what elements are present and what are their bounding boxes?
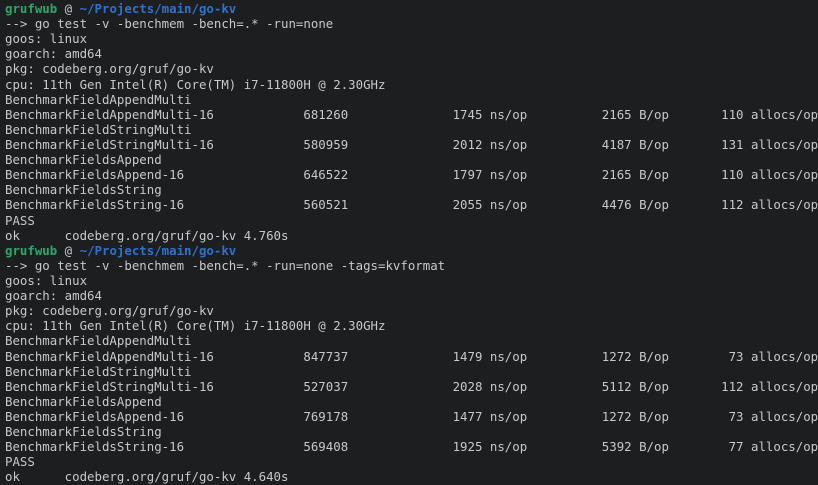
env-line: goos: linux: [5, 31, 88, 47]
pass-line: PASS: [5, 212, 35, 228]
command-text: go test -v -benchmem -bench=.* -run=none: [34, 16, 334, 32]
prompt-user: grufwub: [5, 1, 58, 16]
ok-line: ok codeberg.org/gruf/go-kv 4.760s: [5, 227, 289, 243]
prompt-path: ~/Projects/main/go-kv: [79, 1, 237, 16]
benchmark-result-line: BenchmarkFieldAppendMulti-16 681260 1745…: [5, 106, 818, 122]
command-text: go test -v -benchmem -bench=.* -run=none…: [34, 257, 446, 273]
command-line: --> go test -v -benchmem -bench=.* -run=…: [5, 16, 818, 31]
benchmark-name-line: BenchmarkFieldsString: [5, 424, 162, 440]
pass-line: PASS: [5, 454, 35, 470]
prompt-line: grufwub @ ~/Projects/main/go-kv: [5, 1, 818, 16]
benchmark-name-line: BenchmarkFieldStringMulti: [5, 363, 192, 379]
benchmark-name-line: BenchmarkFieldsString: [5, 182, 162, 198]
benchmark-result-line: BenchmarkFieldStringMulti-16 580959 2012…: [5, 136, 818, 152]
benchmark-name-line: BenchmarkFieldStringMulti: [5, 121, 192, 137]
benchmark-result-line: BenchmarkFieldStringMulti-16 527037 2028…: [5, 378, 818, 394]
env-line: pkg: codeberg.org/gruf/go-kv: [5, 303, 214, 319]
env-line: pkg: codeberg.org/gruf/go-kv: [5, 61, 214, 77]
env-line: goarch: amd64: [5, 288, 102, 304]
ok-line: ok codeberg.org/gruf/go-kv 4.640s: [5, 469, 289, 485]
prompt-separator: @: [57, 242, 80, 258]
benchmark-name-line: BenchmarkFieldsAppend: [5, 152, 162, 168]
benchmark-result-line: BenchmarkFieldsString-16 569408 1925 ns/…: [5, 439, 818, 455]
env-line: goos: linux: [5, 272, 88, 288]
prompt-path: ~/Projects/main/go-kv: [79, 242, 237, 258]
benchmark-result-line: BenchmarkFieldAppendMulti-16 847737 1479…: [5, 348, 818, 364]
benchmark-name-line: BenchmarkFieldAppendMulti: [5, 91, 192, 107]
command-line: --> go test -v -benchmem -bench=.* -run=…: [5, 258, 818, 273]
prompt-arrow: -->: [5, 257, 35, 273]
prompt-line: grufwub @ ~/Projects/main/go-kv: [5, 243, 818, 258]
benchmark-result-line: BenchmarkFieldsAppend-16 646522 1797 ns/…: [5, 167, 818, 183]
benchmark-name-line: BenchmarkFieldAppendMulti: [5, 333, 192, 349]
benchmark-name-line: BenchmarkFieldsAppend: [5, 393, 162, 409]
benchmark-result-line: BenchmarkFieldsAppend-16 769178 1477 ns/…: [5, 408, 818, 424]
prompt-arrow: -->: [5, 16, 35, 32]
prompt-separator: @: [57, 1, 80, 16]
env-line: cpu: 11th Gen Intel(R) Core(TM) i7-11800…: [5, 318, 386, 334]
env-line: goarch: amd64: [5, 46, 102, 62]
benchmark-result-line: BenchmarkFieldsString-16 560521 2055 ns/…: [5, 197, 818, 213]
prompt-user: grufwub: [5, 242, 58, 258]
env-line: cpu: 11th Gen Intel(R) Core(TM) i7-11800…: [5, 76, 386, 92]
